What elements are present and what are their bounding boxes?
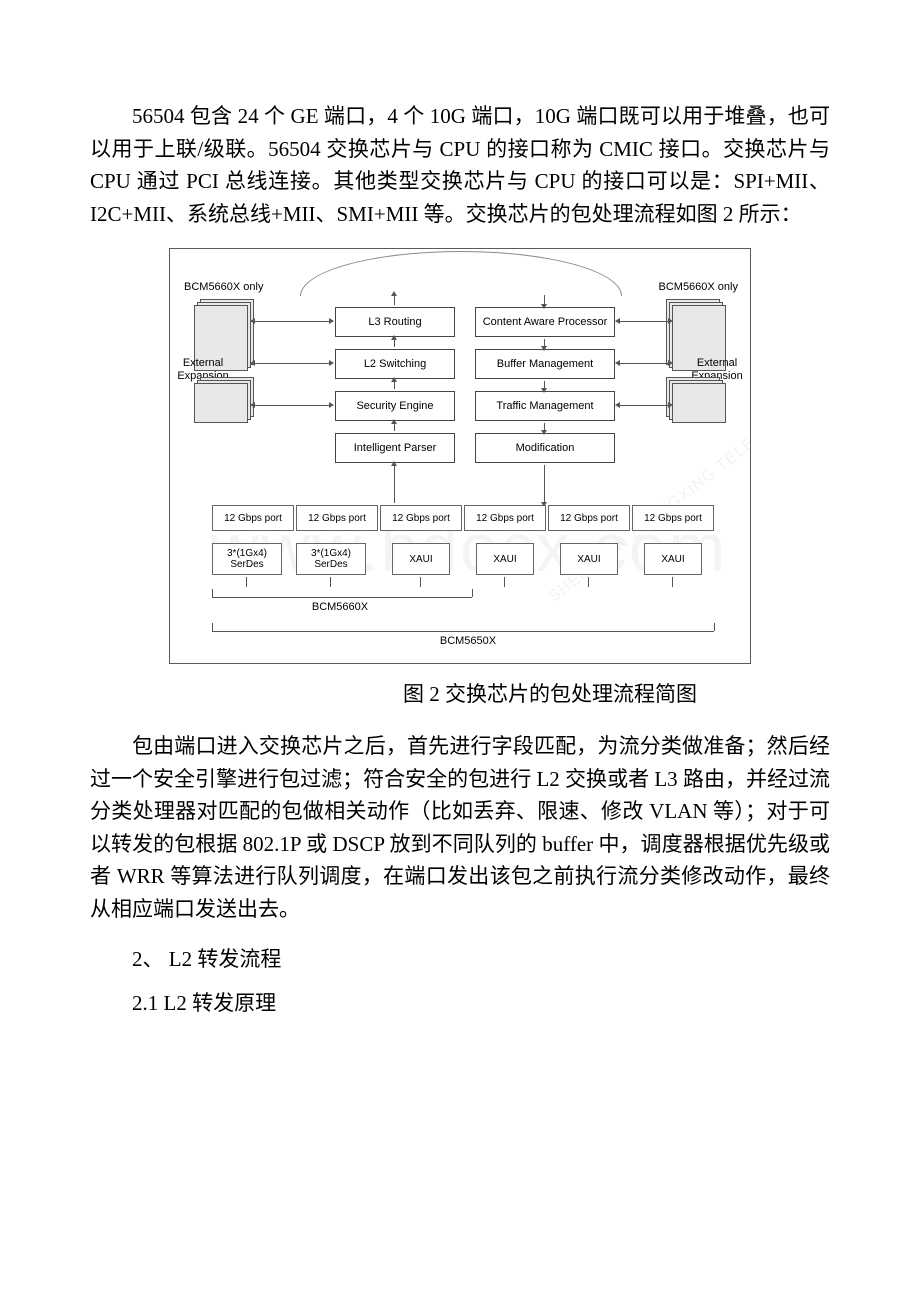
conn xyxy=(394,339,395,347)
traffic-management-box: Traffic Management xyxy=(475,391,615,421)
tick xyxy=(246,577,247,587)
conn xyxy=(254,405,330,406)
l2-switching-box: L2 Switching xyxy=(335,349,455,379)
xaui-4: XAUI xyxy=(644,543,702,575)
tick xyxy=(672,577,673,587)
content-aware-processor-box: Content Aware Processor xyxy=(475,307,615,337)
port-5: 12 Gbps port xyxy=(548,505,630,531)
tick xyxy=(504,577,505,587)
serdes-2: 3*(1Gx4) SerDes xyxy=(296,543,366,575)
xaui-1: XAUI xyxy=(392,543,450,575)
port-1: 12 Gbps port xyxy=(212,505,294,531)
intelligent-parser-box: Intelligent Parser xyxy=(335,433,455,463)
chip-bcm5650x-label: BCM5650X xyxy=(418,635,518,648)
diagram-container: www.bdocx.com SHENZHEN ZHONGXING TELECOM… xyxy=(169,248,751,664)
port-6: 12 Gbps port xyxy=(632,505,714,531)
port-2: 12 Gbps port xyxy=(296,505,378,531)
conn xyxy=(544,295,545,305)
conn xyxy=(394,381,395,389)
conn xyxy=(619,405,669,406)
bracket-5660x xyxy=(212,597,472,598)
conn xyxy=(544,423,545,431)
intro-paragraph: 56504 包含 24 个 GE 端口，4 个 10G 端口，10G 端口既可以… xyxy=(90,100,830,230)
l3-routing-box: L3 Routing xyxy=(335,307,455,337)
conn xyxy=(619,363,669,364)
port-3: 12 Gbps port xyxy=(380,505,462,531)
serdes-1: 3*(1Gx4) SerDes xyxy=(212,543,282,575)
conn xyxy=(544,465,545,503)
packet-flow-diagram: www.bdocx.com SHENZHEN ZHONGXING TELECOM… xyxy=(169,248,751,664)
modification-box: Modification xyxy=(475,433,615,463)
conn xyxy=(394,295,395,305)
bracket-5650x xyxy=(212,631,714,632)
tick xyxy=(588,577,589,587)
port-4: 12 Gbps port xyxy=(464,505,546,531)
top-arc xyxy=(300,251,622,296)
section-2-title: 2、 L2 转发流程 xyxy=(90,943,830,973)
bracket-end xyxy=(472,589,473,597)
bracket-end xyxy=(212,623,213,631)
conn xyxy=(394,465,395,503)
xaui-3: XAUI xyxy=(560,543,618,575)
security-engine-box: Security Engine xyxy=(335,391,455,421)
tick xyxy=(420,577,421,587)
conn xyxy=(394,423,395,431)
conn xyxy=(254,363,330,364)
buffer-management-box: Buffer Management xyxy=(475,349,615,379)
description-paragraph: 包由端口进入交换芯片之后，首先进行字段匹配，为流分类做准备；然后经过一个安全引擎… xyxy=(90,730,830,925)
conn xyxy=(544,339,545,347)
tick xyxy=(330,577,331,587)
left-only-label: BCM5660X only xyxy=(184,281,274,294)
conn xyxy=(544,381,545,389)
xaui-2: XAUI xyxy=(476,543,534,575)
chip-bcm5660x-label: BCM5660X xyxy=(290,601,390,614)
right-only-label: BCM5660X only xyxy=(648,281,738,294)
conn xyxy=(254,321,330,322)
bracket-end xyxy=(714,623,715,631)
section-2-1-title: 2.1 L2 转发原理 xyxy=(90,987,830,1017)
conn xyxy=(619,321,669,322)
bracket-end xyxy=(212,589,213,597)
figure-caption: 图 2 交换芯片的包处理流程简图 xyxy=(90,678,830,708)
